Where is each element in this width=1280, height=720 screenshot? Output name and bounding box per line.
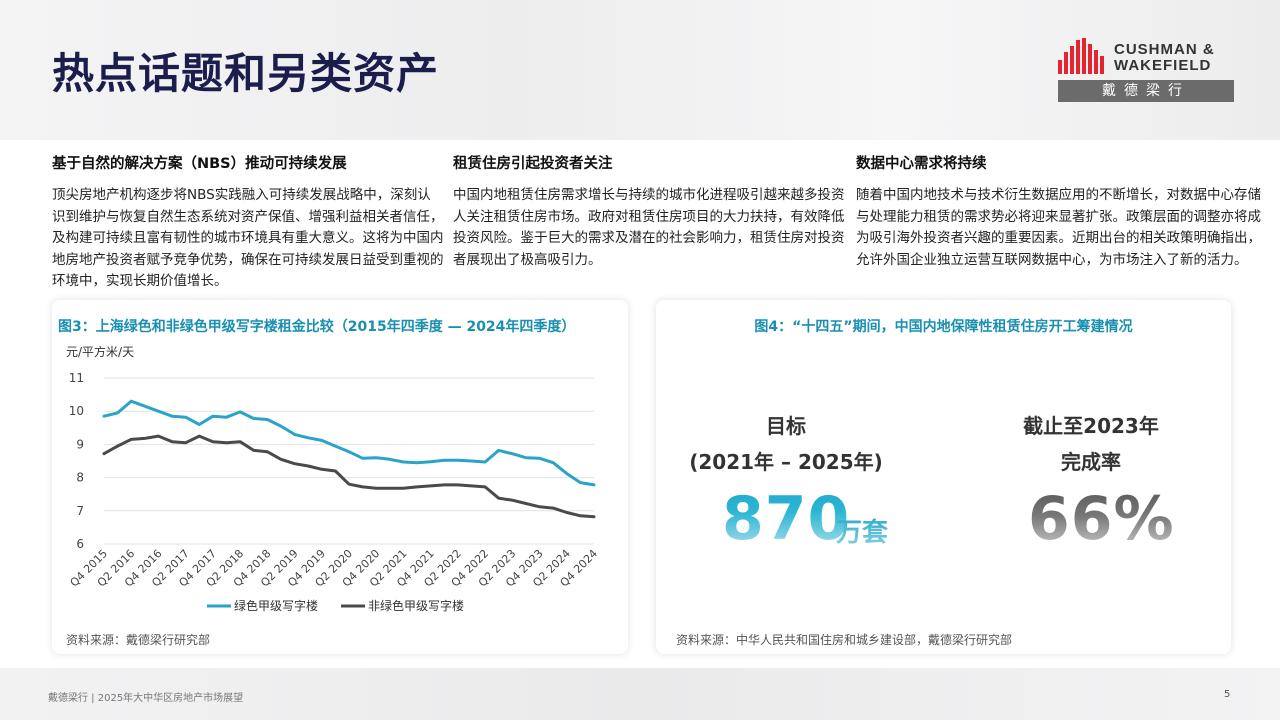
legend-label: 绿色甲级写字楼 (234, 598, 318, 613)
y-tick-label: 9 (76, 437, 84, 451)
column-body: 中国内地租赁住房需求增长与持续的城市化进程吸引越来越多投资人关注租赁住房市场。政… (453, 187, 845, 268)
y-tick-label: 11 (69, 371, 84, 385)
footer-background (0, 668, 1280, 720)
y-tick-label: 7 (76, 504, 84, 518)
column-body: 随着中国内地技术与技术衍生数据应用的不断增长，对数据中心存储与处理能力租赁的需求… (856, 187, 1261, 268)
progress-label: 截止至2023年 (1023, 414, 1159, 438)
logo-wordmark: CUSHMAN & WAKEFIELD (1114, 42, 1215, 74)
logo-bars-icon (1058, 38, 1104, 74)
column-data-center: 数据中心需求将持续 随着中国内地技术与技术衍生数据应用的不断增长，对数据中心存储… (856, 152, 1266, 271)
figure3-card: 图3：上海绿色和非绿色甲级写字楼租金比较（2015年四季度 — 2024年四季度… (52, 300, 628, 654)
y-tick-label: 6 (76, 537, 84, 551)
page-title: 热点话题和另类资产 (52, 49, 440, 98)
column-heading: 租赁住房引起投资者关注 (453, 156, 613, 172)
target-value: 870 (722, 484, 851, 554)
y-tick-label: 8 (76, 471, 84, 485)
footer-text: 戴德梁行 | 2025年大中华区房地产市场展望 (48, 693, 244, 704)
figure4-title: 图4：“十四五”期间，中国内地保障性租赁住房开工筹建情况 (754, 319, 1133, 335)
column-heading: 数据中心需求将持续 (856, 156, 987, 172)
logo-line1: CUSHMAN & (1114, 41, 1215, 58)
series-line-2 (102, 434, 596, 519)
page-number: 5 (1224, 689, 1231, 700)
progress-value: 66% (1028, 484, 1175, 554)
series-line-1 (102, 399, 596, 487)
y-axis-label: 元/平方米/天 (66, 344, 134, 359)
y-tick-label: 10 (69, 404, 84, 418)
figure4-source: 资料来源：中华人民共和国住房和城乡建设部，戴德梁行研究部 (676, 633, 1013, 647)
column-rental-housing: 租赁住房引起投资者关注 中国内地租赁住房需求增长与持续的城市化进程吸引越来越多投… (453, 152, 845, 271)
logo-chinese-name: 戴德梁行 (1058, 80, 1234, 102)
figure3-source: 资料来源：戴德梁行研究部 (66, 633, 211, 647)
progress-sub-label: 完成率 (1061, 450, 1121, 474)
column-body: 顶尖房地产机构逐步将NBS实践融入可持续发展战略中，深刻认识到维护与恢复自然生态… (52, 187, 444, 289)
logo-line2: WAKEFIELD (1114, 57, 1212, 74)
company-logo: CUSHMAN & WAKEFIELD 戴德梁行 (1058, 38, 1236, 104)
target-label: 目标 (766, 414, 806, 438)
target-unit: 万套 (836, 512, 888, 549)
target-period-label: (2021年 – 2025年) (689, 450, 883, 474)
column-heading: 基于自然的解决方案（NBS）推动可持续发展 (52, 156, 347, 172)
legend-label: 非绿色甲级写字楼 (368, 598, 464, 613)
figure4-card: 图4：“十四五”期间，中国内地保障性租赁住房开工筹建情况 目标 (2021年 –… (656, 300, 1231, 654)
column-nbs: 基于自然的解决方案（NBS）推动可持续发展 顶尖房地产机构逐步将NBS实践融入可… (52, 152, 444, 293)
figure3-title: 图3：上海绿色和非绿色甲级写字楼租金比较（2015年四季度 — 2024年四季度… (58, 319, 576, 335)
